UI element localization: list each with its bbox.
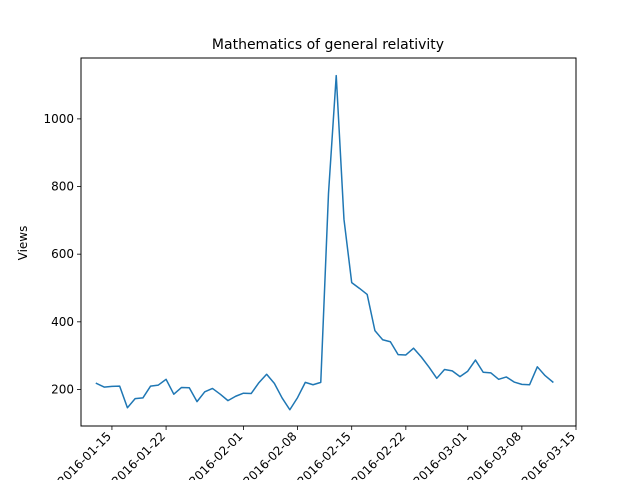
series-line <box>95 74 554 411</box>
y-tick-label: 600 <box>51 247 74 261</box>
y-axis-label: Views <box>16 226 30 261</box>
chart-title: Mathematics of general relativity <box>212 37 444 53</box>
y-tick-label: 400 <box>51 315 74 329</box>
y-tick-label: 200 <box>51 382 74 396</box>
y-tick-label: 1000 <box>43 112 74 126</box>
plot-frame <box>80 57 577 427</box>
y-tick-label: 800 <box>51 180 74 194</box>
